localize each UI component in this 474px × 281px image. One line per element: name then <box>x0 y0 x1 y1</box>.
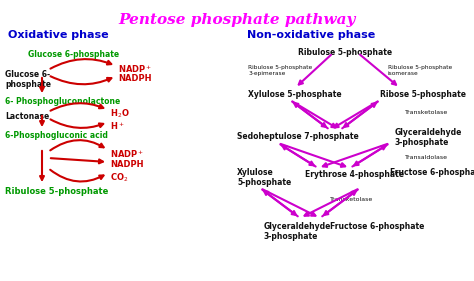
Text: Transaldolase: Transaldolase <box>405 155 448 160</box>
Text: Oxidative phase: Oxidative phase <box>8 30 109 40</box>
Text: Glyceraldehyde
3-phosphate: Glyceraldehyde 3-phosphate <box>264 222 331 241</box>
Text: Sedoheptulose 7-phosphate: Sedoheptulose 7-phosphate <box>237 132 359 141</box>
Text: NADP$^+$: NADP$^+$ <box>118 63 152 75</box>
Text: Pentose phosphate pathway: Pentose phosphate pathway <box>118 13 356 27</box>
Text: Transketolase: Transketolase <box>330 197 373 202</box>
Text: H$_2$O: H$_2$O <box>110 108 130 121</box>
Text: Glucose 6-phosphate: Glucose 6-phosphate <box>28 50 119 59</box>
Text: Non-oxidative phase: Non-oxidative phase <box>247 30 375 40</box>
Text: 6- Phosphogluconolactone: 6- Phosphogluconolactone <box>5 97 120 106</box>
Text: Xylulose 5-phosphate: Xylulose 5-phosphate <box>248 90 342 99</box>
Text: 6-Phosphogluconic acid: 6-Phosphogluconic acid <box>5 131 108 140</box>
Text: Glyceraldehyde
3-phosphate: Glyceraldehyde 3-phosphate <box>395 128 462 148</box>
Text: Glucose 6-
phosphate: Glucose 6- phosphate <box>5 70 51 89</box>
Text: Ribulose 5-phosphate: Ribulose 5-phosphate <box>5 187 109 196</box>
Text: Transketolase: Transketolase <box>405 110 448 115</box>
Text: Fructose 6-phosphate: Fructose 6-phosphate <box>330 222 424 231</box>
Text: Ribulose 5-phosphate
isomerase: Ribulose 5-phosphate isomerase <box>388 65 452 76</box>
Text: NADP$^+$: NADP$^+$ <box>110 148 144 160</box>
Text: Erythrose 4-phosphate: Erythrose 4-phosphate <box>305 170 404 179</box>
Text: NADPH: NADPH <box>118 74 152 83</box>
Text: Ribulose 5-phosphate
3-epimerase: Ribulose 5-phosphate 3-epimerase <box>248 65 312 76</box>
Text: NADPH: NADPH <box>110 160 144 169</box>
Text: H$^+$: H$^+$ <box>110 120 125 132</box>
Text: Xylulose
5-phosphate: Xylulose 5-phosphate <box>237 168 291 187</box>
Text: Fructose 6-phosphate: Fructose 6-phosphate <box>390 168 474 177</box>
Text: Ribulose 5-phosphate: Ribulose 5-phosphate <box>298 48 392 57</box>
Text: Ribose 5-phosphate: Ribose 5-phosphate <box>380 90 466 99</box>
Text: Lactonase: Lactonase <box>5 112 49 121</box>
Text: CO$_2$: CO$_2$ <box>110 172 128 185</box>
